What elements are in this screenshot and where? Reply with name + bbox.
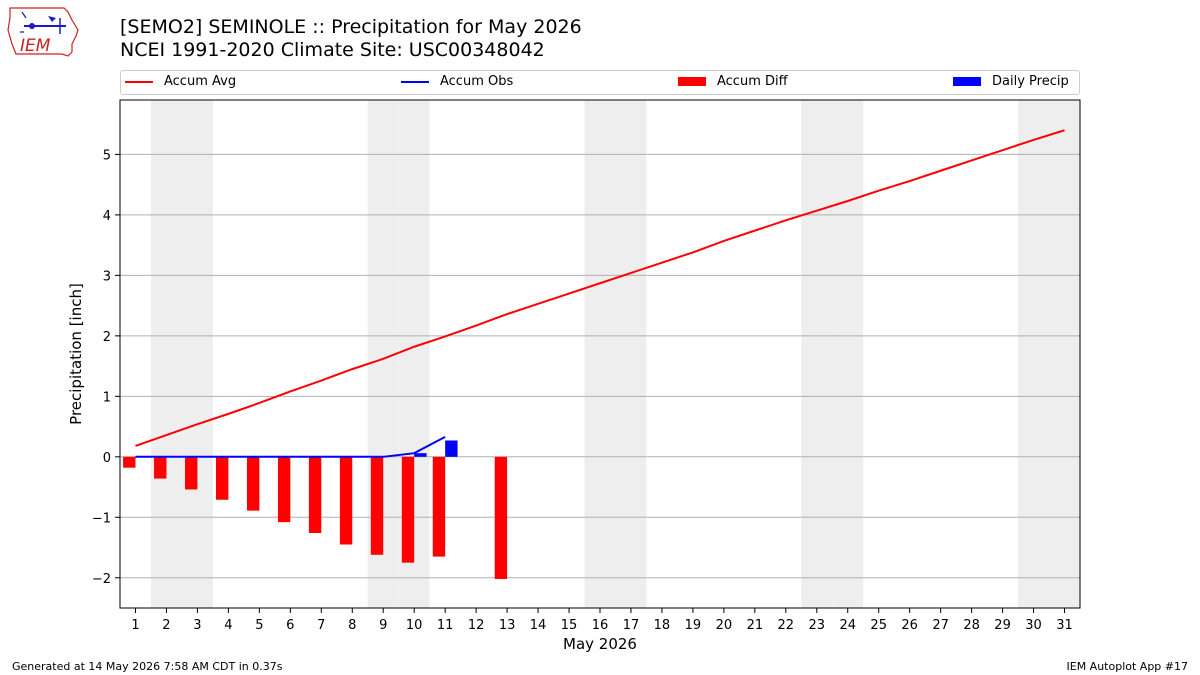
y-tick-label-5: 3 bbox=[103, 269, 111, 284]
legend-item-accum-diff: Accum Diff bbox=[678, 74, 788, 89]
x-tick-label-1: 1 bbox=[131, 618, 139, 633]
weekend-band-3 bbox=[181, 100, 213, 608]
footer-generated: Generated at 14 May 2026 7:58 AM CDT in … bbox=[12, 660, 283, 673]
x-tick-label-28: 28 bbox=[963, 618, 980, 633]
weekend-band-23 bbox=[801, 100, 833, 608]
x-tick-label-5: 5 bbox=[255, 618, 263, 633]
weekend-band-16 bbox=[584, 100, 616, 608]
legend-label-daily-precip: Daily Precip bbox=[992, 74, 1069, 89]
accum-diff-bar-day-10 bbox=[401, 456, 415, 563]
y-tick-label-3: 1 bbox=[103, 390, 111, 405]
x-tick-label-13: 13 bbox=[499, 618, 516, 633]
legend-label-accum-avg: Accum Avg bbox=[164, 74, 237, 89]
y-tick-label-2: 0 bbox=[103, 451, 111, 466]
x-tick-label-27: 27 bbox=[932, 618, 949, 633]
accum-diff-bar-day-4 bbox=[216, 456, 229, 500]
title-line-1: [SEMO2] SEMINOLE :: Precipitation for Ma… bbox=[120, 16, 582, 38]
x-tick-label-21: 21 bbox=[747, 618, 764, 633]
accum-diff-bar-day-13 bbox=[494, 456, 508, 579]
y-tick-label-1: −1 bbox=[92, 511, 111, 526]
x-tick-label-18: 18 bbox=[654, 618, 671, 633]
x-tick-label-25: 25 bbox=[870, 618, 887, 633]
legend-swatch-accum-avg bbox=[125, 80, 153, 83]
x-tick-label-15: 15 bbox=[561, 618, 578, 633]
legend-swatch-accum-obs bbox=[401, 80, 429, 83]
weekend-band-10 bbox=[398, 100, 430, 608]
x-tick-label-7: 7 bbox=[317, 618, 325, 633]
y-tick-label-4: 2 bbox=[103, 330, 111, 345]
x-tick-label-19: 19 bbox=[685, 618, 702, 633]
weekend-band-30 bbox=[1018, 100, 1050, 608]
iem-iowa-logo-icon: IEM bbox=[7, 7, 79, 57]
x-tick-label-24: 24 bbox=[839, 618, 856, 633]
plot-frame bbox=[119, 99, 1081, 609]
daily-precip-bar-day-11 bbox=[445, 440, 458, 457]
x-tick-label-30: 30 bbox=[1025, 618, 1042, 633]
accum-diff-bar-day-8 bbox=[339, 456, 353, 545]
accum-diff-bar-day-1 bbox=[123, 456, 136, 468]
x-tick-label-6: 6 bbox=[286, 618, 294, 633]
accum-obs-line bbox=[135, 435, 446, 458]
accum-diff-bar-day-6 bbox=[277, 456, 291, 523]
x-tick-label-9: 9 bbox=[379, 618, 387, 633]
accum-diff-bar-day-2 bbox=[154, 456, 167, 479]
y-tick-label-0: −2 bbox=[92, 572, 111, 587]
title-line-2: NCEI 1991-2020 Climate Site: USC00348042 bbox=[120, 39, 545, 61]
weekend-band-17 bbox=[615, 100, 647, 608]
legend-item-daily-precip: Daily Precip bbox=[953, 74, 1069, 89]
accum-avg-line bbox=[135, 129, 1065, 447]
accum-diff-bar-day-5 bbox=[246, 456, 260, 511]
y-axis-label: Precipitation [inch] bbox=[67, 283, 85, 425]
accum-diff-bar-day-9 bbox=[370, 456, 384, 555]
accum-diff-bar-day-3 bbox=[185, 456, 198, 490]
logo-text: IEM bbox=[20, 36, 51, 56]
x-tick-label-31: 31 bbox=[1056, 618, 1073, 633]
legend-item-accum-avg: Accum Avg bbox=[125, 74, 236, 89]
x-tick-label-17: 17 bbox=[623, 618, 640, 633]
legend-label-accum-diff: Accum Diff bbox=[717, 74, 788, 89]
accum-diff-bar-day-7 bbox=[308, 456, 322, 534]
x-tick-label-26: 26 bbox=[901, 618, 918, 633]
weekend-band-2 bbox=[150, 100, 182, 608]
x-tick-label-4: 4 bbox=[224, 618, 232, 633]
x-tick-label-23: 23 bbox=[809, 618, 826, 633]
y-tick-label-6: 4 bbox=[103, 209, 111, 224]
daily-precip-bar-day-10 bbox=[414, 453, 427, 457]
x-tick-label-8: 8 bbox=[348, 618, 356, 633]
x-tick-label-10: 10 bbox=[406, 618, 423, 633]
accum-diff-bar-day-11 bbox=[432, 456, 446, 557]
legend: Accum Avg Accum Obs Accum Diff Daily Pre… bbox=[120, 70, 1080, 95]
weekend-band-9 bbox=[367, 100, 399, 608]
weekend-band-31 bbox=[1049, 100, 1080, 608]
x-tick-label-11: 11 bbox=[437, 618, 454, 633]
x-tick-label-29: 29 bbox=[994, 618, 1011, 633]
x-tick-label-2: 2 bbox=[162, 618, 170, 633]
legend-swatch-daily-precip bbox=[953, 77, 981, 86]
legend-item-accum-obs: Accum Obs bbox=[401, 74, 513, 89]
x-tick-label-3: 3 bbox=[193, 618, 201, 633]
weekend-band-24 bbox=[832, 100, 864, 608]
x-tick-label-20: 20 bbox=[716, 618, 733, 633]
chart-title: [SEMO2] SEMINOLE :: Precipitation for Ma… bbox=[120, 16, 582, 62]
x-tick-label-14: 14 bbox=[530, 618, 547, 633]
legend-swatch-accum-diff bbox=[678, 77, 706, 86]
y-tick-label-7: 5 bbox=[103, 148, 111, 163]
iem-logo[interactable]: IEM bbox=[6, 4, 82, 64]
x-tick-label-12: 12 bbox=[468, 618, 485, 633]
x-tick-label-16: 16 bbox=[592, 618, 609, 633]
x-tick-label-22: 22 bbox=[778, 618, 795, 633]
legend-label-accum-obs: Accum Obs bbox=[440, 74, 514, 89]
x-axis-label: May 2026 bbox=[563, 635, 637, 653]
footer-app: IEM Autoplot App #17 bbox=[1066, 660, 1189, 673]
